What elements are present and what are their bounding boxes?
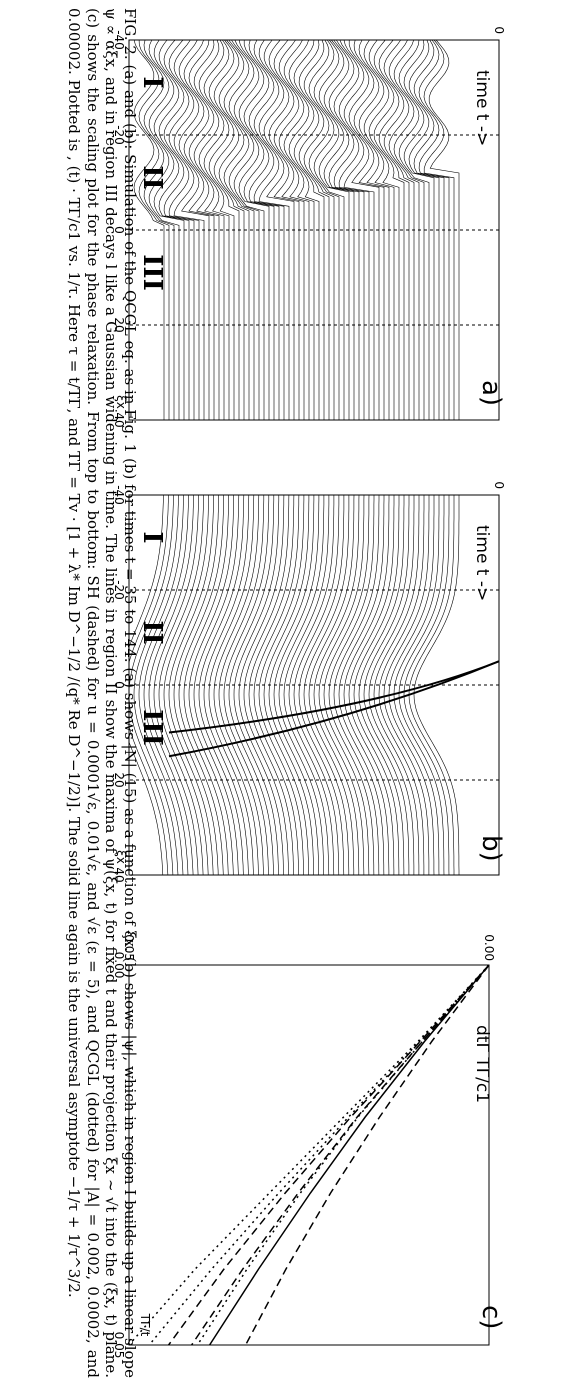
curve-line	[248, 39, 280, 420]
curve-line	[133, 494, 179, 876]
panel-a-label: a)	[476, 380, 506, 407]
curve-line	[163, 494, 209, 876]
series-dotted-line	[128, 964, 490, 1346]
curve-line	[228, 495, 275, 876]
curve-line	[283, 39, 315, 420]
curve-line	[338, 39, 370, 420]
panel-a-ylabel: time t ->	[472, 70, 492, 147]
projection-line	[168, 660, 500, 734]
curve-line	[403, 39, 435, 420]
curve-line	[318, 494, 365, 876]
panel-c: 0.00 0.05 0.00 -0.05 TΓ/t c) dtΓ TΓ/c1	[89, 925, 514, 1358]
curve-line	[308, 494, 355, 875]
maxima-line	[168, 660, 500, 758]
x-tick-label: 20	[112, 317, 126, 332]
panel-b-ylabel: time t ->	[472, 525, 492, 602]
curve-line	[133, 39, 165, 420]
curve-line	[343, 495, 390, 875]
x-axis-label: ξx	[114, 395, 128, 409]
curve-line	[368, 495, 415, 875]
region-label: II	[137, 165, 167, 189]
curve-line	[223, 495, 270, 876]
y-tick-label: 0.00	[482, 934, 496, 961]
curve-line	[218, 495, 265, 876]
panel-a: -40 -20 0 20 40 0 ξx I II III a) time t ->	[89, 10, 514, 430]
curve-line	[253, 494, 300, 876]
x-tick-label: 20	[112, 772, 126, 787]
x-tick-label: 0.05	[112, 1332, 126, 1359]
curve-line	[373, 39, 405, 420]
x-axis-label: TΓ/t	[138, 1313, 152, 1337]
x-tick-label: 0	[112, 681, 126, 689]
curve-line	[193, 494, 240, 876]
curve-line	[168, 494, 214, 876]
x-axis-label: ξx	[114, 850, 128, 864]
curve-line	[368, 39, 400, 420]
curve-line	[218, 39, 250, 420]
panel-b: -40 -20 0 20 40 0 ξx I II III b) time t ->	[89, 465, 514, 885]
curve-line	[248, 494, 295, 876]
curve-line	[278, 39, 310, 420]
x-tick-label: 0	[112, 226, 126, 234]
curve-line	[313, 39, 345, 420]
figure-caption: FIG. 2. (a) and (b): Simulation of the Q…	[65, 8, 139, 1378]
curve-line	[308, 39, 340, 420]
curve-line	[283, 495, 330, 876]
region-label: III	[137, 254, 167, 291]
curve-line	[398, 495, 445, 876]
curve-line	[338, 495, 385, 876]
curve-line	[378, 495, 425, 875]
curve-line	[198, 494, 245, 876]
curve-line	[158, 39, 190, 420]
y-tick-label: 0	[492, 481, 506, 489]
x-tick-label: 0.00	[112, 952, 126, 979]
curve-line	[163, 39, 195, 420]
x-tick-label: -20	[112, 125, 126, 145]
curve-line	[138, 494, 184, 876]
x-tick-label: -20	[112, 580, 126, 600]
x-tick-label: 40	[112, 412, 126, 427]
series-solid-line	[208, 964, 490, 1346]
y-tick-label: 0	[492, 26, 506, 34]
panel-c-ylabel: dtΓ TΓ/c1	[472, 1025, 492, 1104]
curve-line	[373, 495, 420, 875]
curve-line	[288, 495, 335, 876]
series-dashed-line	[244, 964, 490, 1346]
curve-line	[193, 39, 225, 420]
region-label: I	[137, 76, 167, 88]
curve-line	[223, 39, 255, 420]
curve-line	[188, 495, 234, 876]
x-tick-label: 40	[112, 867, 126, 882]
curve-line	[408, 495, 455, 875]
panel-b-label: b)	[476, 835, 506, 862]
region-label: II	[137, 620, 167, 644]
curve-line	[158, 495, 204, 876]
x-tick-label: -40	[112, 485, 126, 505]
series-dotted-line	[196, 964, 490, 1346]
region-label: III	[137, 709, 167, 746]
curve-line	[258, 495, 305, 876]
curve-line	[428, 39, 460, 420]
curve-line	[253, 39, 285, 420]
region-label: I	[137, 531, 167, 543]
curve-line	[403, 495, 450, 876]
curve-line	[188, 39, 220, 420]
series-dotted-line	[148, 964, 490, 1346]
curve-line	[398, 39, 430, 420]
panel-c-label: c)	[476, 1305, 506, 1330]
curve-line	[313, 494, 360, 875]
y-tick-label: -0.05	[122, 930, 136, 961]
plot-frame	[128, 964, 490, 1346]
x-tick-label: -40	[112, 30, 126, 50]
curve-line	[348, 495, 395, 875]
curve-line	[343, 39, 375, 420]
series-dashed-line	[190, 964, 490, 1346]
curve-line	[278, 495, 325, 875]
